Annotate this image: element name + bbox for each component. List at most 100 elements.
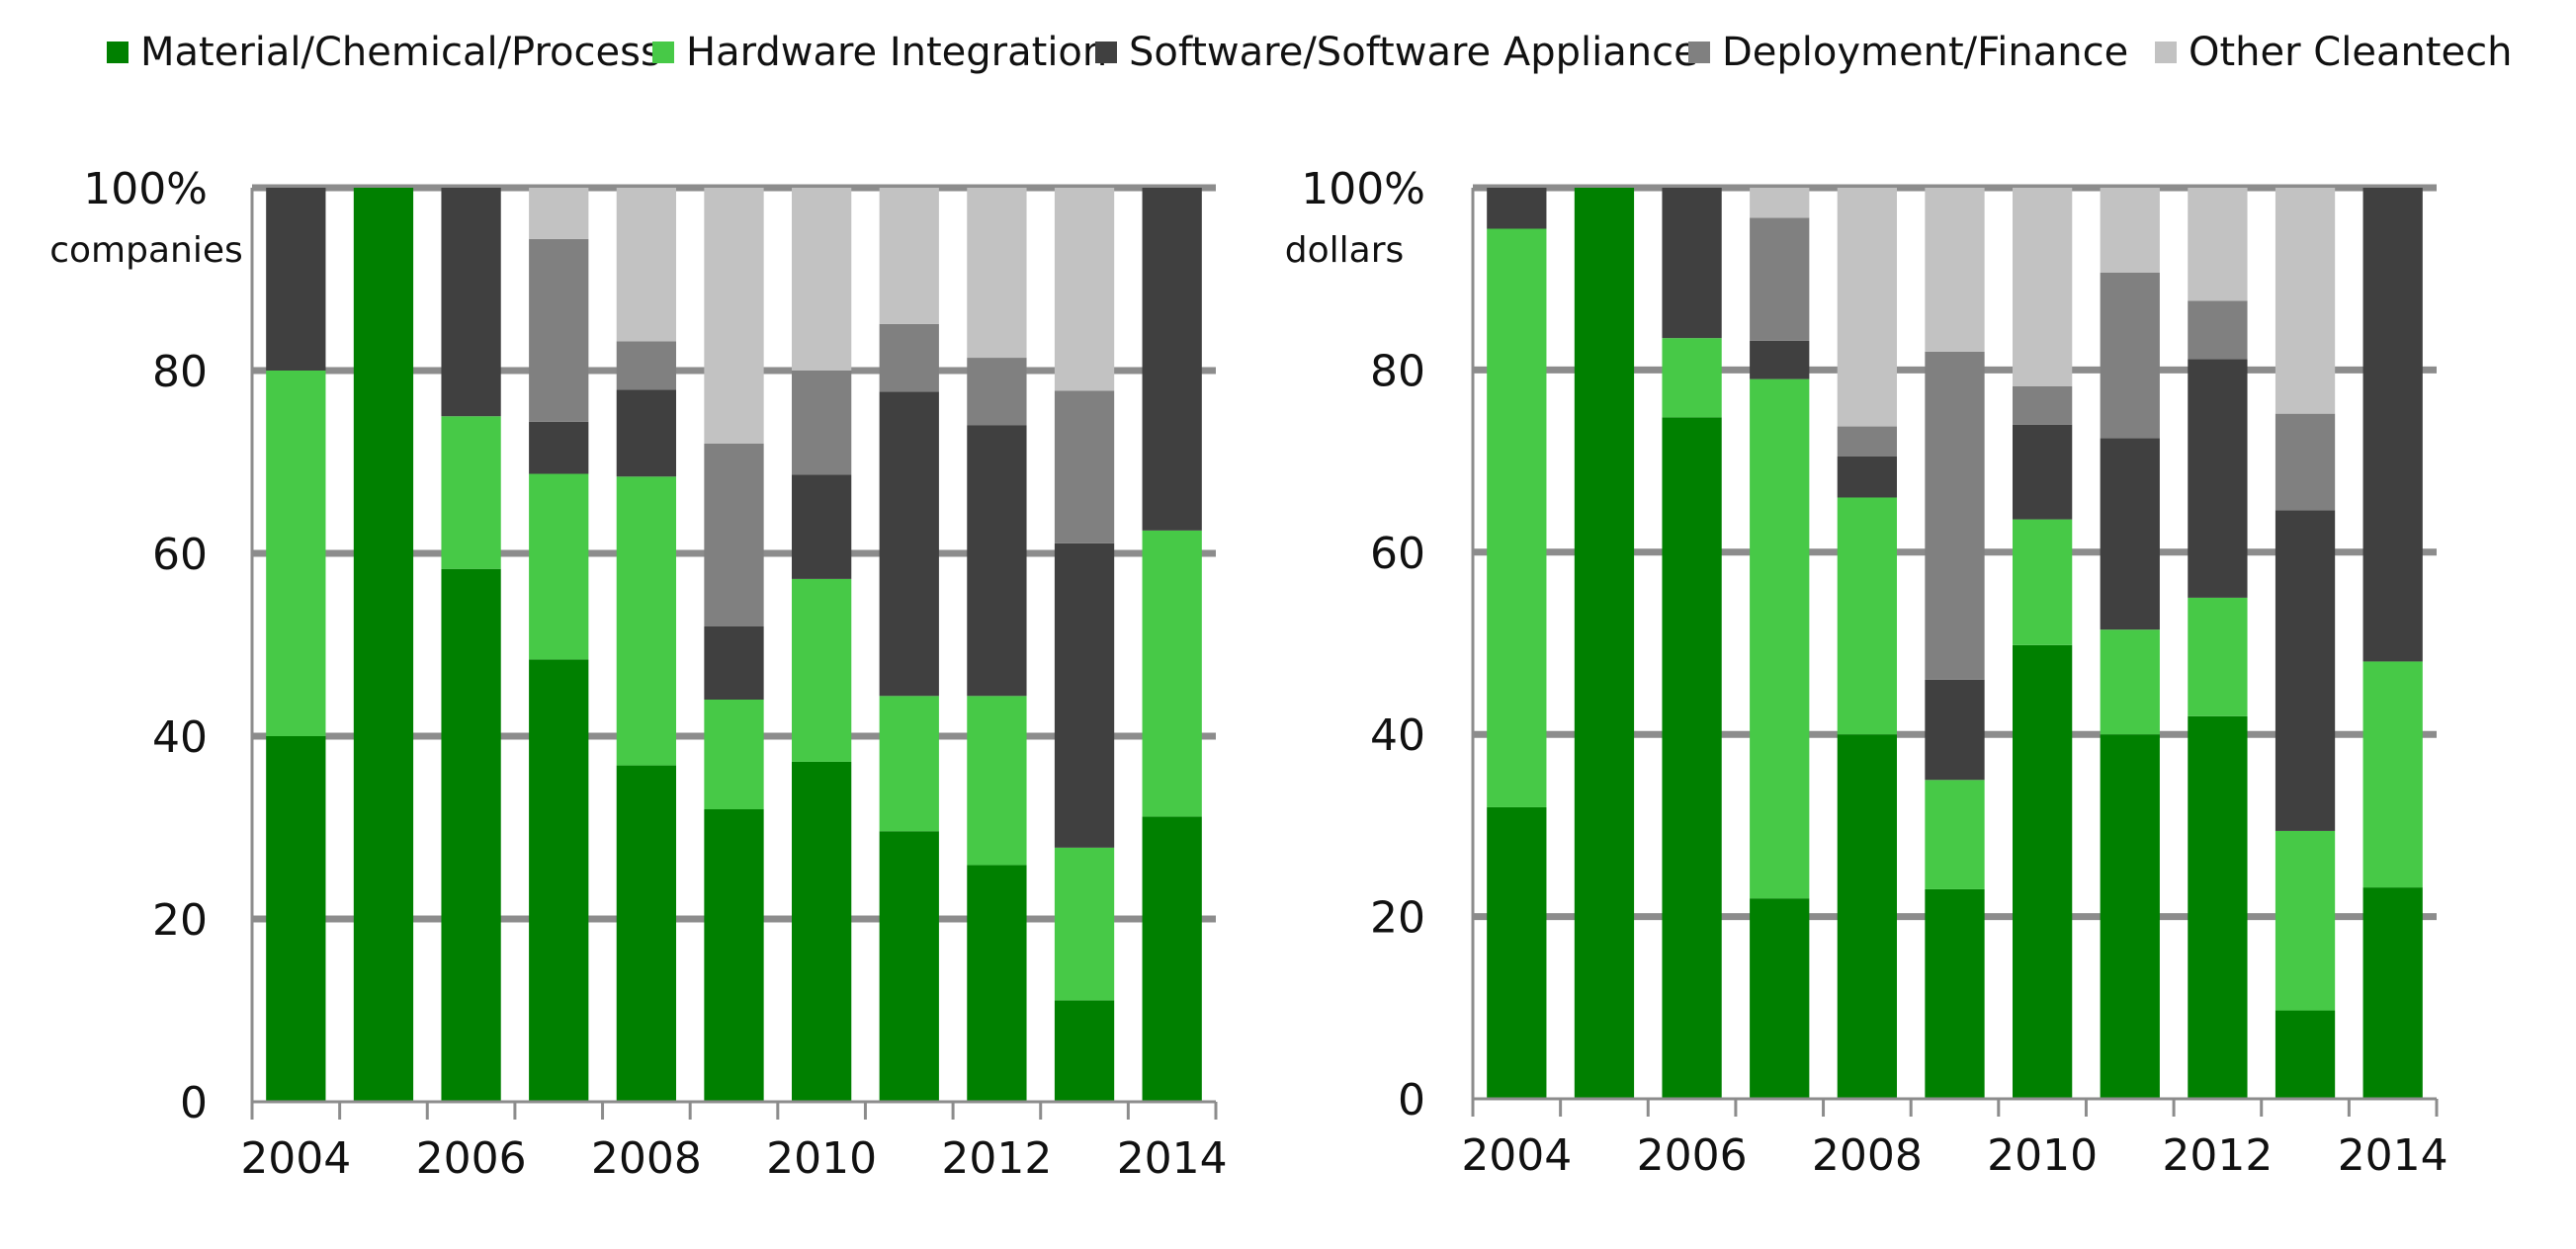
bar-segment-2008-s3 <box>616 389 676 477</box>
bar-segment-2008-s4 <box>616 341 676 390</box>
bar-segment-2008-s5 <box>1837 188 1897 427</box>
bar-segment-2007-s2 <box>1750 378 1810 899</box>
bar-segment-2012-s2 <box>2188 597 2248 716</box>
x-tick-label: 2006 <box>416 1133 527 1184</box>
bar-segment-2006-s2 <box>1662 338 1722 418</box>
legend-item-5: Other Cleantech <box>2155 30 2512 75</box>
bar-segment-2008-s1 <box>1837 734 1897 1099</box>
chart-panel-companies: 2004 2006 2008 2010 2012 2014 100% 80 60 40 20 0 com… <box>49 164 1227 1184</box>
bar-segment-2007-s3 <box>529 421 589 474</box>
x-tick-label: 2010 <box>766 1133 877 1184</box>
legend-swatch <box>2155 42 2177 63</box>
x-tick-label: 2008 <box>591 1133 702 1184</box>
legend-swatch <box>1688 42 1710 63</box>
bar-segment-2011-s1 <box>879 831 939 1102</box>
bar-segment-2011-s5 <box>2100 188 2160 273</box>
bar-segment-2014-s1 <box>2362 887 2423 1099</box>
bar-segment-2013-s3 <box>1054 542 1115 848</box>
bar-segment-2004-s2 <box>266 371 326 736</box>
bar-segment-2011-s4 <box>2100 272 2160 439</box>
y-tick-label: 80 <box>1370 346 1425 396</box>
bar-segment-2012-s2 <box>967 696 1027 866</box>
bar-segment-2011-s4 <box>879 323 939 392</box>
bar-segment-2006-s3 <box>441 188 501 417</box>
bar-segment-2004-s1 <box>1487 806 1547 1099</box>
y-tick-label: 20 <box>1370 893 1425 944</box>
legend-item-1: Material/Chemical/Process <box>107 30 661 75</box>
y-unit-label: companies <box>49 230 243 271</box>
bar-segment-2008-s2 <box>1837 497 1897 735</box>
bar-segment-2013-s1 <box>1054 1000 1115 1102</box>
legend-label: Software/Software Appliance <box>1129 30 1698 75</box>
bar-segment-2010-s5 <box>2013 188 2073 386</box>
y-unit-label: dollars <box>1285 230 1405 271</box>
legend-label: Other Cleantech <box>2189 30 2513 75</box>
bar-segment-2013-s2 <box>1054 847 1115 1001</box>
bar-segment-2012-s4 <box>967 358 1027 426</box>
bar-segment-2011-s2 <box>2100 629 2160 735</box>
bar-segment-2004-s3 <box>1487 188 1547 229</box>
bar-segment-2005-s1 <box>1574 188 1635 1099</box>
legend-label: Deployment/Finance <box>1722 30 2129 75</box>
bar-segment-2006-s2 <box>441 416 501 569</box>
bar-segment-2006-s1 <box>441 568 501 1102</box>
bar-segment-2007-s1 <box>529 659 589 1102</box>
bar-segment-2013-s5 <box>2275 188 2336 414</box>
bar-segment-2009-s2 <box>704 700 764 809</box>
bar-segment-2012-s3 <box>2188 359 2248 598</box>
bar-segment-2009-s4 <box>704 444 764 626</box>
bar-segment-2010-s1 <box>2013 644 2073 1099</box>
bar-segment-2010-s3 <box>2013 424 2073 520</box>
legend-item-2: Hardware Integration <box>652 30 1107 75</box>
bar-segment-2007-s5 <box>1750 188 1810 218</box>
x-tick-label: 2014 <box>1117 1133 1228 1184</box>
x-tick-label: 2004 <box>1461 1130 1572 1181</box>
bar-segment-2006-s1 <box>1662 417 1722 1099</box>
bar-segment-2013-s4 <box>2275 413 2336 511</box>
bar-segment-2009-s3 <box>1925 679 1985 781</box>
bar-segment-2009-s1 <box>704 809 764 1102</box>
bar-segment-2013-s2 <box>2275 830 2336 1011</box>
bar-segment-2008-s4 <box>1837 426 1897 457</box>
bar-segment-2014-s3 <box>2362 188 2423 662</box>
bar-segment-2007-s5 <box>529 188 589 239</box>
chart-panel-dollars: 2004 2006 2008 2010 2012 2014 100% 80 60 40 20 0 dol… <box>1285 164 2448 1181</box>
bar-segment-2009-s5 <box>1925 188 1985 352</box>
bar-segment-2010-s3 <box>792 474 852 579</box>
legend-swatch <box>1095 42 1117 63</box>
bar-segment-2010-s4 <box>792 371 852 475</box>
bar-segment-2011-s3 <box>2100 438 2160 630</box>
bar-segment-2005-s1 <box>353 188 414 1102</box>
bar-segment-2004-s1 <box>266 736 326 1102</box>
bar-segment-2014-s1 <box>1142 816 1202 1102</box>
bar-segment-2008-s3 <box>1837 456 1897 498</box>
legend-label: Material/Chemical/Process <box>140 30 661 75</box>
bar-segment-2012-s5 <box>967 188 1027 359</box>
y-tick-label: 0 <box>1398 1075 1425 1125</box>
bar-segment-2012-s4 <box>2188 300 2248 360</box>
x-tick-label: 2004 <box>240 1133 351 1184</box>
bar-segment-2011-s1 <box>2100 734 2160 1099</box>
x-tick-label: 2006 <box>1637 1130 1748 1181</box>
y-tick-label: 40 <box>1370 710 1425 761</box>
bar-segment-2008-s5 <box>616 188 676 342</box>
y-tick-label: 80 <box>152 347 208 397</box>
bar-segment-2004-s3 <box>266 188 326 371</box>
y-tick-label: 0 <box>180 1078 208 1128</box>
y-tick-label: 60 <box>1370 529 1425 579</box>
bar-segment-2008-s1 <box>616 765 676 1102</box>
bar-segment-2008-s2 <box>616 476 676 766</box>
bar-segment-2013-s3 <box>2275 510 2336 831</box>
y-tick-label: 60 <box>152 530 208 580</box>
bar-segment-2010-s4 <box>2013 385 2073 425</box>
bar-segment-2014-s2 <box>1142 530 1202 817</box>
y-tick-label: 100% <box>83 164 208 214</box>
bar-segment-2009-s3 <box>704 626 764 700</box>
legend-item-4: Deployment/Finance <box>1688 30 2128 75</box>
bar-segment-2013-s5 <box>1054 188 1115 391</box>
y-tick-label: 100% <box>1301 164 1425 214</box>
x-tick-label: 2012 <box>941 1133 1052 1184</box>
bar-segment-2009-s5 <box>704 188 764 444</box>
legend-label: Hardware Integration <box>686 30 1108 75</box>
